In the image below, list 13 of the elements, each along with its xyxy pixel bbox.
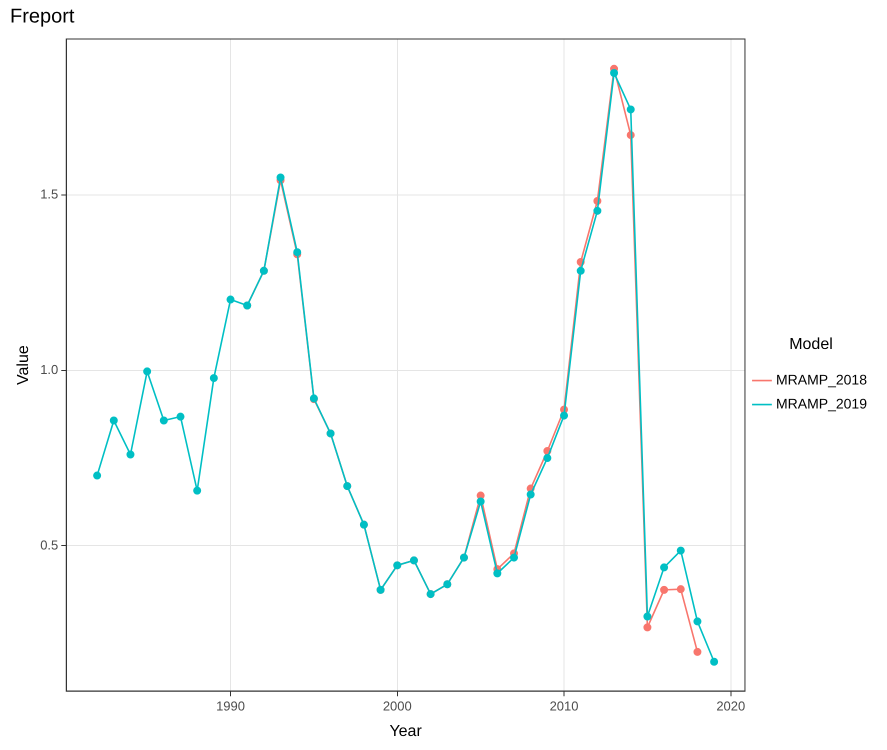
x-tick-label: 2020 bbox=[716, 698, 746, 714]
y-tick-label: 1.0 bbox=[40, 362, 58, 377]
y-tick-label: 1.5 bbox=[40, 186, 58, 202]
y-tick-label: 0.5 bbox=[40, 537, 58, 552]
x-axis-title: Year bbox=[389, 722, 422, 740]
legend-label: MRAMP_2018 bbox=[776, 371, 868, 388]
legend-title: Model bbox=[789, 336, 833, 353]
legend-label: MRAMP_2019 bbox=[776, 395, 868, 412]
x-tick-label: 1990 bbox=[216, 698, 245, 714]
x-tick-label: 2010 bbox=[550, 698, 578, 714]
x-tick-label: 2000 bbox=[382, 698, 412, 714]
chart-title: Freport bbox=[10, 6, 75, 28]
y-axis-title: Value bbox=[15, 345, 32, 385]
